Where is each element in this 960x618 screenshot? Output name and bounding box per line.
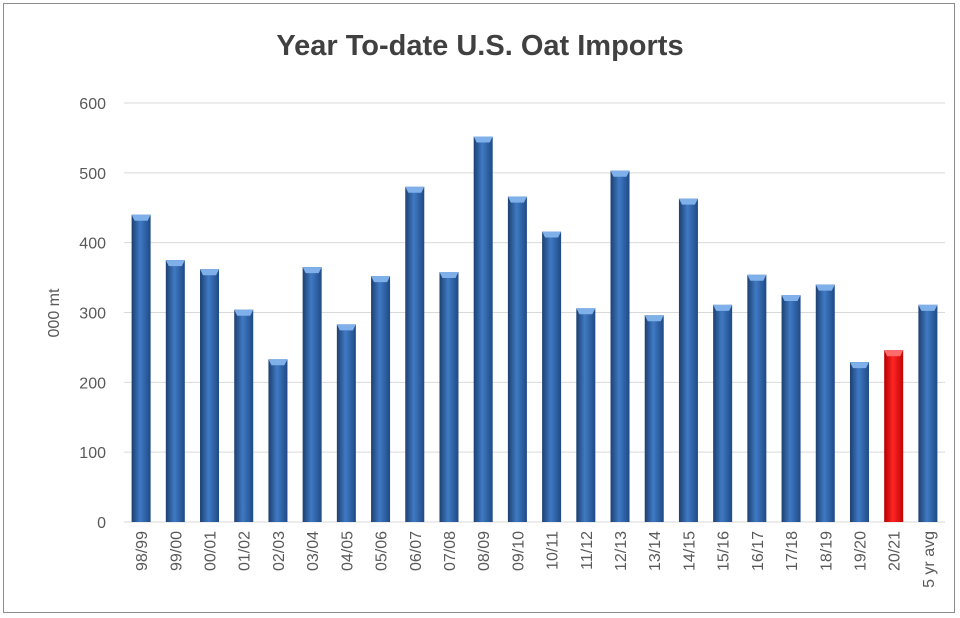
x-tick-label: 19/20 bbox=[852, 531, 869, 571]
x-tick-label: 15/16 bbox=[716, 531, 733, 571]
x-tick-label: 06/07 bbox=[408, 531, 425, 571]
bars bbox=[131, 136, 938, 523]
x-tick-label: 17/18 bbox=[784, 531, 801, 571]
bar-16-17 bbox=[747, 274, 767, 522]
bar-17-18 bbox=[781, 295, 801, 522]
bar-09-10 bbox=[507, 196, 527, 522]
y-tick-label: 300 bbox=[79, 306, 106, 323]
bar-cap bbox=[439, 271, 459, 278]
y-tick-label: 600 bbox=[79, 96, 106, 113]
y-tick-label: 500 bbox=[79, 166, 106, 183]
x-tick-label: 20/21 bbox=[887, 531, 904, 571]
bar-cap bbox=[849, 362, 869, 369]
bar-cap bbox=[542, 231, 562, 238]
x-tick-label: 13/14 bbox=[647, 531, 664, 571]
x-tick-label: 03/04 bbox=[305, 531, 322, 571]
x-tick-label: 04/05 bbox=[339, 531, 356, 571]
bar-cap bbox=[815, 284, 835, 291]
gridlines bbox=[124, 102, 945, 523]
bar-cap bbox=[884, 350, 904, 357]
y-axis-title: 000 mt bbox=[46, 288, 63, 337]
bar-05-06 bbox=[371, 276, 391, 522]
bar-cap bbox=[747, 274, 767, 281]
x-tick-label: 98/99 bbox=[134, 531, 151, 571]
bar-cap bbox=[131, 214, 151, 221]
y-tick-label: 400 bbox=[79, 236, 106, 253]
x-tick-label: 07/08 bbox=[442, 531, 459, 571]
bar-11-12 bbox=[576, 308, 596, 522]
bar-20-21 bbox=[884, 350, 904, 522]
x-tick-label: 16/17 bbox=[750, 531, 767, 571]
bar-cap bbox=[268, 359, 288, 366]
bar-07-08 bbox=[439, 271, 459, 522]
bar-cap bbox=[405, 186, 425, 193]
bar-18-19 bbox=[815, 284, 835, 522]
bar-99-00 bbox=[165, 260, 185, 522]
x-tick-label: 18/19 bbox=[818, 531, 835, 571]
bar-cap bbox=[165, 260, 185, 267]
bar-12-13 bbox=[610, 170, 630, 522]
bar-cap bbox=[200, 269, 220, 276]
bar-19-20 bbox=[849, 362, 869, 522]
bar-14-15 bbox=[678, 198, 698, 522]
bar-cap bbox=[473, 136, 493, 143]
x-tick-label: 5 yr avg bbox=[921, 531, 938, 588]
bar-15-16 bbox=[713, 304, 733, 522]
y-tick-label: 100 bbox=[79, 445, 106, 462]
bar-cap bbox=[336, 324, 356, 331]
x-tick-label: 10/11 bbox=[545, 531, 562, 570]
bar-00-01 bbox=[200, 269, 220, 522]
bar-04-05 bbox=[336, 324, 356, 522]
bar-08-09 bbox=[473, 136, 493, 522]
bar-02-03 bbox=[268, 359, 288, 522]
bar-cap bbox=[507, 196, 527, 203]
bar-98-99 bbox=[131, 214, 151, 522]
chart-title: Year To-date U.S. Oat Imports bbox=[276, 30, 684, 62]
x-tick-label: 02/03 bbox=[271, 531, 288, 571]
x-tick-label: 01/02 bbox=[237, 531, 254, 571]
bar-03-04 bbox=[302, 267, 322, 522]
bar-cap bbox=[371, 276, 391, 283]
bar-01-02 bbox=[234, 309, 254, 522]
bar-cap bbox=[678, 198, 698, 205]
x-tick-label: 00/01 bbox=[203, 531, 220, 571]
bar-cap bbox=[234, 309, 254, 316]
x-tick-label: 99/00 bbox=[168, 531, 185, 571]
bar-cap bbox=[610, 170, 630, 177]
bar-13-14 bbox=[644, 315, 664, 522]
x-tick-label: 12/13 bbox=[613, 531, 630, 571]
bar-cap bbox=[302, 267, 322, 274]
x-tick-label: 14/15 bbox=[681, 531, 698, 571]
x-tick-label: 05/06 bbox=[374, 531, 391, 571]
bar-10-11 bbox=[542, 231, 562, 522]
x-tick-label: 09/10 bbox=[510, 531, 527, 571]
bar-cap bbox=[713, 304, 733, 311]
x-tick-label: 08/09 bbox=[476, 531, 493, 571]
y-tick-label: 0 bbox=[97, 515, 106, 532]
bar-cap bbox=[918, 304, 938, 311]
bar-cap bbox=[644, 315, 664, 322]
bar-cap bbox=[576, 308, 596, 315]
bar-cap bbox=[781, 295, 801, 302]
bar-06-07 bbox=[405, 186, 425, 523]
y-tick-labels: 0 100 200 300 400 500 600 bbox=[79, 96, 106, 532]
y-tick-label: 200 bbox=[79, 375, 106, 392]
x-tick-label: 11/12 bbox=[579, 531, 596, 570]
bar-5-yr-avg bbox=[918, 304, 938, 522]
x-tick-labels: 98/99 99/00 00/01 01/02 02/03 03/04 04/05 05/06… bbox=[134, 531, 938, 588]
